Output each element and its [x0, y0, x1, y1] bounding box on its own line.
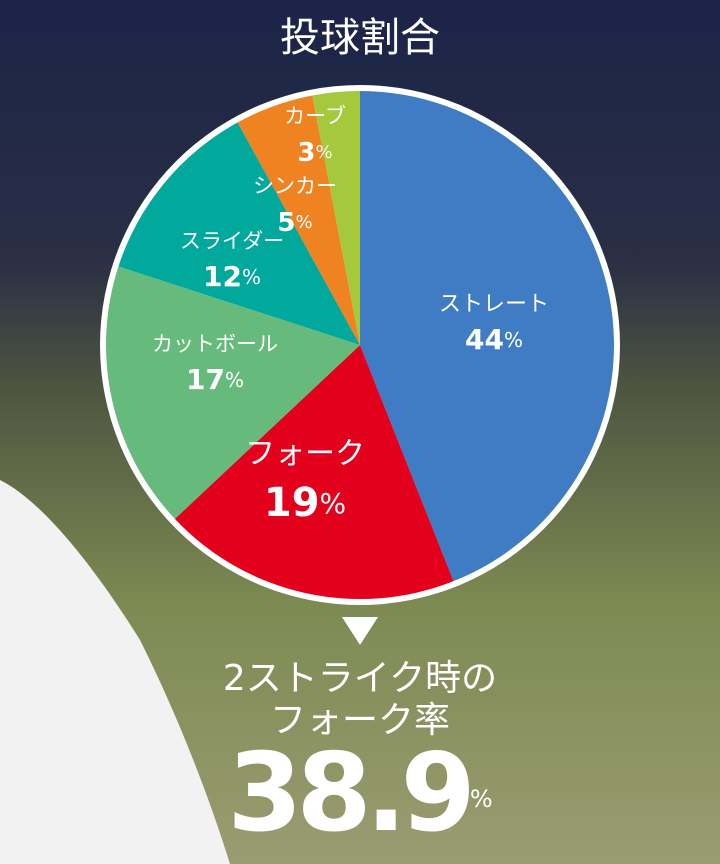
slice-label: ストレート — [439, 292, 549, 317]
value-label: 17% — [186, 363, 244, 396]
slice-label: フォーク — [245, 437, 365, 472]
slice-label: スライダー — [180, 229, 284, 253]
value-label: 44% — [465, 323, 523, 356]
value-label: 19% — [264, 480, 346, 526]
value-label: 12% — [203, 260, 261, 293]
slice-label: カットボール — [152, 332, 278, 356]
pie-slice — [106, 266, 360, 519]
arrow — [342, 617, 378, 645]
pie-slice — [312, 91, 360, 345]
value-label: 3% — [297, 138, 332, 168]
value-label: 5% — [277, 208, 312, 238]
pie-labels: ストレート 44% フォーク 19% カットボール 17% スライダー 12% シンカー 5% カー… — [152, 104, 549, 526]
slice-label: シンカー — [253, 174, 337, 198]
callout-line: フォーク率 — [270, 700, 450, 741]
pie-slice — [118, 122, 361, 345]
callout-value: 38.9% — [227, 731, 492, 856]
pie-slice — [360, 91, 615, 582]
pie-slice — [174, 345, 454, 600]
pie-slice — [237, 95, 360, 345]
background-shape — [0, 480, 230, 864]
callout-line: 2ストライク時の — [223, 658, 497, 699]
chart-title: 投球割合 — [280, 15, 440, 61]
slice-label: カーブ — [284, 104, 346, 128]
pie — [106, 91, 615, 600]
